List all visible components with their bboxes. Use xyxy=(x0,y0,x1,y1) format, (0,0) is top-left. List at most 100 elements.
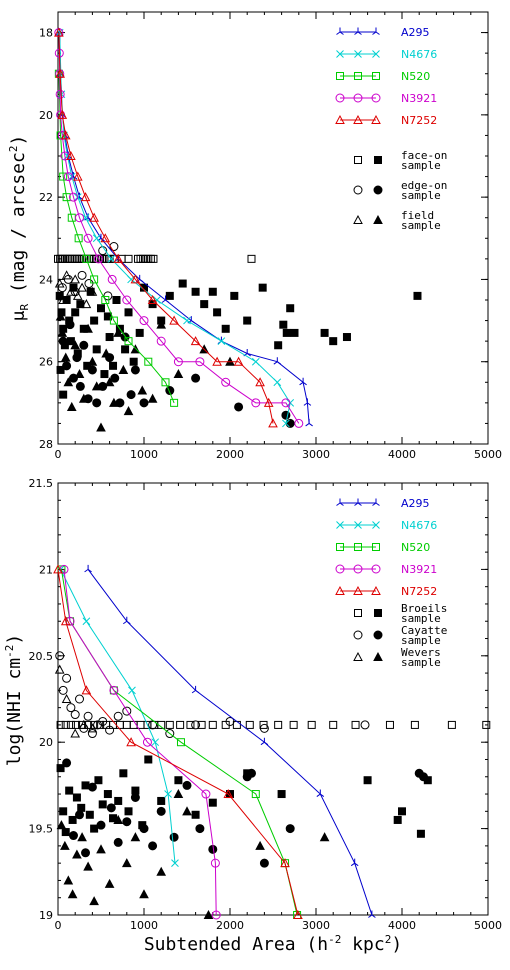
top-face-on-open-point xyxy=(141,254,150,263)
bottom-broeils-filled-point xyxy=(144,755,153,764)
bottom-broeils-open-point xyxy=(72,720,81,729)
top-legend-edge-on-open-marker xyxy=(353,185,363,195)
bottom-legend-n520-label: N520 xyxy=(401,541,430,554)
top-legend-n7252-marker xyxy=(335,114,345,124)
bottom-wevers-filled-point xyxy=(182,806,192,816)
top-series-n7252-point xyxy=(233,356,244,366)
top-sample-points xyxy=(54,242,422,432)
bottom-series-n4676-point xyxy=(164,790,172,798)
bottom-legend-n4676-marker xyxy=(354,521,362,529)
top-series-n7252-point xyxy=(169,315,179,325)
top-series-n7252-point xyxy=(113,253,124,263)
bottom-axis-ticks: 0 1000 2000 3000 4000 5000 19 19.5 20 20.5 21 21.5 xyxy=(29,477,503,932)
top-x-tick-label: 1000 xyxy=(130,448,158,461)
top-face-on-open-point xyxy=(139,254,148,263)
top-edge-on-open-point xyxy=(109,242,119,252)
bottom-broeils-filled-point xyxy=(157,796,166,805)
top-legend-face-on-filled-marker xyxy=(374,156,382,164)
bottom-legend-n7252-marker xyxy=(371,585,381,595)
bottom-cayatte-open-point xyxy=(259,723,269,733)
bottom-broeils-open-point xyxy=(208,720,217,729)
bottom-wevers-filled-point xyxy=(89,896,99,906)
top-series-n7252-line xyxy=(58,32,274,424)
top-series-n3921-point xyxy=(55,89,65,99)
bottom-legend-n3921-marker xyxy=(335,564,345,574)
top-field-filled-point xyxy=(147,393,158,403)
bottom-cayatte-open-point xyxy=(83,711,93,721)
bottom-cayatte-filled-point xyxy=(130,792,140,802)
top-face-on-filled-point xyxy=(129,357,138,366)
bottom-series-n3921-point xyxy=(109,685,119,695)
bottom-broeils-filled-point xyxy=(90,824,99,833)
bottom-cayatte-open-point xyxy=(87,729,97,739)
top-face-on-filled-point xyxy=(286,304,295,313)
top-field-filled-point xyxy=(109,397,119,407)
top-face-on-filled-point xyxy=(178,279,187,288)
top-field-filled-point xyxy=(123,406,134,416)
bottom-cayatte-filled-point xyxy=(68,831,78,841)
bottom-cayatte-filled-point xyxy=(96,820,106,830)
bottom-cayatte-open-point xyxy=(122,706,132,716)
bottom-cayatte-open-point xyxy=(70,710,80,720)
bottom-cayatte-filled-point xyxy=(259,858,269,868)
top-series-n4676-point xyxy=(107,255,116,263)
top-series-a295-line xyxy=(59,32,310,424)
top-field-filled-point xyxy=(91,381,102,391)
top-field-open-point xyxy=(70,274,81,284)
top-series-n520-point xyxy=(62,193,71,202)
bottom-wevers-open-point xyxy=(61,693,72,703)
bottom-cayatte-open-point xyxy=(191,720,201,730)
top-series-n520-point xyxy=(161,378,170,387)
bottom-series-n3921-point xyxy=(201,789,211,799)
top-axis-ticks: 0 1000 2000 3000 4000 5000 18 20 22 24 26 28 xyxy=(39,11,502,461)
bottom-wevers-open-point xyxy=(54,664,65,674)
bottom-broeils-open-point xyxy=(232,720,241,729)
top-plot-frame xyxy=(57,11,489,445)
top-edge-on-filled-point xyxy=(79,340,89,350)
top-edge-on-filled-point xyxy=(72,353,82,363)
top-face-on-filled-point xyxy=(59,390,68,399)
top-edge-on-open-point xyxy=(77,270,87,280)
bottom-legend-n3921-marker xyxy=(353,564,363,574)
top-edge-on-filled-point xyxy=(62,361,72,371)
top-edge-on-filled-point xyxy=(234,402,244,412)
top-series-n7252-point xyxy=(147,294,158,304)
bottom-series-n4676-line xyxy=(60,569,176,864)
bottom-cayatte-filled-point xyxy=(62,758,72,768)
bottom-legend-n7252-label: N7252 xyxy=(401,585,437,598)
bottom-legend-n7252-marker xyxy=(353,585,363,595)
bottom-broeils-filled-point xyxy=(56,764,65,773)
bottom-wevers-filled-point xyxy=(113,814,124,824)
top-legend-n4676-marker xyxy=(336,50,344,58)
top-legend-edge-on-sublabel: sample xyxy=(401,189,441,202)
top-series-n7252-point xyxy=(89,212,99,222)
top-series-n520-point xyxy=(59,172,68,181)
bottom-cayatte-open-point xyxy=(66,703,76,713)
top-series-n3921-point xyxy=(83,233,93,243)
bottom-legend-n520-marker xyxy=(354,543,362,551)
top-series-n7252-point xyxy=(190,336,201,346)
top-legend-field-sublabel: sample xyxy=(401,219,441,232)
bottom-cayatte-filled-point xyxy=(81,848,91,858)
top-legend-n4676-marker xyxy=(354,50,362,58)
bottom-broeils-open-point xyxy=(176,720,185,729)
bottom-legend-cayatte-sublabel: sample xyxy=(401,634,441,647)
bottom-broeils-open-point xyxy=(410,720,419,729)
top-field-filled-point xyxy=(113,327,124,337)
top-legend-face-on-open-marker xyxy=(354,156,362,164)
bottom-cayatte-filled-point xyxy=(106,803,116,813)
bottom-wevers-filled-point xyxy=(96,844,106,854)
bottom-wevers-filled-point xyxy=(255,840,265,850)
bottom-cayatte-open-point xyxy=(58,685,68,695)
bottom-legend-cayatte-open-marker xyxy=(353,630,363,640)
bottom-broeils-filled-point xyxy=(59,807,68,816)
top-series-n7252-point xyxy=(212,356,222,366)
top-series-n7252-point xyxy=(100,233,111,243)
bottom-cayatte-open-point xyxy=(148,720,158,730)
bottom-series-n7252-point xyxy=(60,616,71,626)
bottom-series-n4676-point xyxy=(151,738,160,747)
bottom-plot-frame xyxy=(57,482,489,916)
bottom-wevers-open-point xyxy=(70,728,81,738)
top-legend: A295N4676N520N3921N7252face-onsampleedge… xyxy=(335,26,447,232)
